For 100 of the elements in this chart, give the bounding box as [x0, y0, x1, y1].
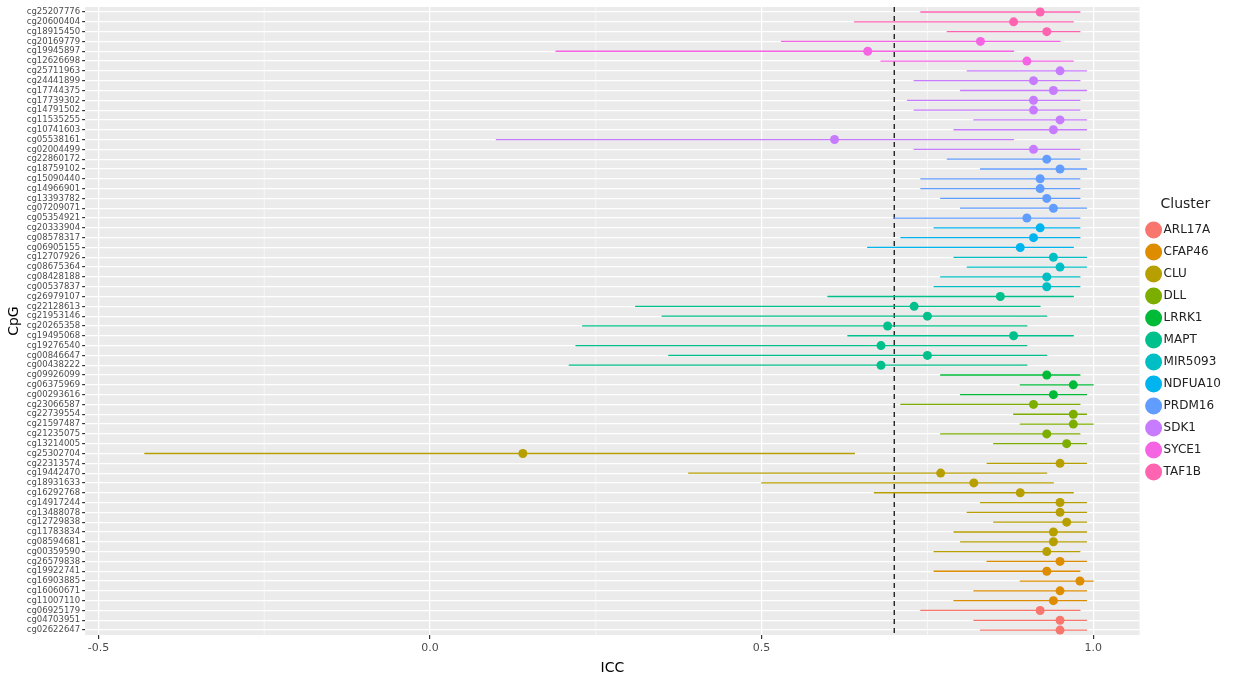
y-tick-label: cg17744375: [26, 84, 81, 95]
legend-label: PRDM16: [1163, 398, 1215, 413]
y-tick-label: cg19495068: [26, 329, 81, 340]
y-tick-label: cg08594681: [26, 536, 81, 546]
point: [1055, 66, 1065, 76]
y-tick-label: cg22739554: [26, 408, 81, 419]
point: [1029, 105, 1039, 115]
point: [1048, 527, 1058, 537]
y-tick-label: cg23066587: [26, 398, 81, 409]
point: [1048, 252, 1058, 262]
point: [1068, 409, 1078, 419]
point: [1022, 56, 1032, 66]
point: [1035, 174, 1045, 184]
y-tick-label: cg18759102: [26, 163, 81, 174]
point: [1068, 419, 1078, 429]
legend-label: DLL: [1163, 288, 1187, 303]
y-tick-label: cg18931633: [26, 477, 81, 488]
point: [830, 135, 840, 145]
point: [1009, 17, 1019, 27]
y-tick-label: cg11783834: [26, 526, 81, 537]
y-tick-label: cg04703951: [26, 614, 81, 625]
point: [1055, 586, 1065, 596]
point: [969, 478, 979, 488]
y-tick-label: cg22313574: [26, 457, 81, 468]
y-tick-label: cg19276540: [26, 339, 81, 350]
legend-label: MAPT: [1163, 332, 1198, 347]
x-tick-label: -0.5: [87, 641, 110, 655]
y-tick-label: cg16903885: [26, 575, 81, 586]
legend-label: SDK1: [1163, 420, 1196, 435]
point: [1055, 498, 1065, 508]
y-tick-label: cg19442470: [26, 467, 81, 478]
y-tick-label: cg06375969: [26, 379, 81, 390]
point: [1055, 556, 1065, 566]
y-tick-label: cg14791502: [26, 104, 81, 115]
point: [1042, 370, 1052, 380]
legend-label: SYCE1: [1163, 442, 1202, 457]
point: [909, 301, 919, 311]
legend-label: CFAP46: [1163, 244, 1209, 259]
point: [1055, 625, 1065, 635]
y-tick-label: cg20265358: [26, 320, 81, 331]
y-tick-label: cg05538161: [26, 133, 81, 144]
point: [518, 449, 528, 458]
point: [1022, 213, 1032, 223]
point: [1048, 203, 1058, 213]
point: [922, 311, 932, 321]
y-tick-label: cg08578317: [26, 231, 81, 242]
legend-label: MIR5093: [1163, 354, 1217, 369]
y-tick-label: cg20333904: [26, 222, 81, 233]
point: [1055, 115, 1065, 125]
point: [1042, 282, 1052, 292]
y-tick-label: cg12707926: [26, 251, 81, 262]
point: [1042, 272, 1052, 282]
y-tick-label: cg11535255: [26, 114, 81, 125]
y-tick-label: cg10741603: [26, 123, 81, 134]
y-tick-label: cg22860172: [26, 153, 81, 164]
y-tick-label: cg20169779: [26, 35, 81, 46]
y-tick-label: cg02622647: [26, 624, 81, 635]
point: [1055, 262, 1065, 272]
point: [1042, 429, 1052, 439]
point: [1048, 125, 1058, 135]
point: [1055, 615, 1065, 625]
point: [1035, 7, 1045, 17]
y-tick-label: cg16292768: [26, 486, 81, 497]
point: [1035, 605, 1045, 615]
point: [1042, 154, 1052, 164]
y-tick-label: cg00846647: [26, 349, 81, 360]
point: [936, 468, 946, 478]
y-tick-label: cg25711963: [26, 65, 81, 76]
legend-label: NDFUA10: [1163, 376, 1222, 391]
y-tick-label: cg21235075: [26, 428, 81, 439]
y-tick-label: cg08675364: [26, 261, 81, 272]
point: [1029, 399, 1039, 409]
y-tick-label: cg02004499: [26, 143, 81, 154]
y-tick-label: cg11007110: [26, 594, 81, 605]
point: [1042, 27, 1052, 37]
point: [1068, 380, 1078, 390]
point: [1075, 576, 1085, 586]
y-tick-label: cg18915450: [26, 25, 81, 36]
point: [1048, 390, 1058, 400]
point: [1015, 488, 1025, 498]
y-tick-label: cg13214005: [26, 437, 81, 448]
legend-label: CLU: [1163, 266, 1187, 281]
point: [1029, 233, 1039, 243]
point: [922, 350, 932, 360]
y-tick-label: cg07209071: [26, 202, 81, 213]
y-tick-label: cg19945897: [26, 45, 81, 56]
point: [1035, 184, 1045, 194]
point: [995, 292, 1005, 302]
y-tick-label: cg13488078: [26, 506, 81, 517]
y-tick-label: cg19922741: [26, 565, 81, 576]
y-tick-label: cg21953146: [26, 310, 81, 321]
point: [863, 46, 873, 56]
y-tick-label: cg00438222: [26, 359, 81, 370]
y-tick-label: cg06925179: [26, 604, 81, 615]
x-tick-label: 0.5: [752, 641, 771, 655]
y-tick-label: cg00293616: [26, 388, 81, 399]
x-tick-label: 0.0: [421, 641, 439, 655]
y-tick-label: cg06905155: [26, 241, 81, 252]
point: [1062, 517, 1072, 527]
y-tick-label: cg08428188: [26, 271, 81, 282]
